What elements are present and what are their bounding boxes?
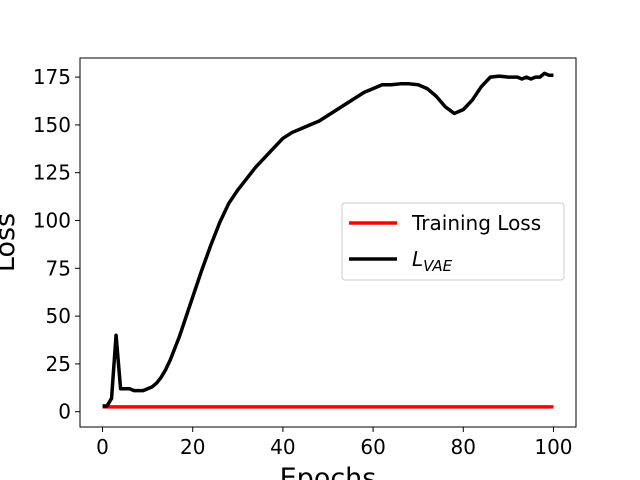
legend-label-main: L (412, 247, 423, 271)
x-tick-label: 0 (96, 435, 109, 459)
y-tick-label: 25 (46, 352, 71, 376)
x-tick-label: 60 (360, 435, 385, 459)
legend-box (341, 202, 565, 281)
y-tick-label: 100 (33, 209, 71, 233)
plot-area-frame (79, 57, 577, 428)
x-tick-label: 20 (180, 435, 205, 459)
legend: Training Loss LVAE (341, 202, 565, 281)
legend-label-0: Training Loss (411, 211, 541, 235)
y-tick-label: 175 (33, 65, 71, 89)
x-tick-label: 40 (270, 435, 295, 459)
plot-lines (102, 71, 554, 409)
y-tick-label: 150 (33, 113, 71, 137)
y-axis-label: Loss (0, 213, 21, 272)
x-tick-label: 100 (534, 435, 572, 459)
y-tick-label: 50 (46, 304, 71, 328)
legend-label-subscript: VAE (423, 257, 453, 275)
y-axis-ticks: 0 25 50 75 100 125 150 175 (33, 65, 80, 424)
legend-label-1: LVAE (412, 247, 453, 275)
x-tick-label: 80 (451, 435, 476, 459)
series-line-1 (102, 71, 554, 408)
x-axis-label: Epochs (280, 463, 377, 480)
y-tick-label: 125 (33, 161, 71, 185)
y-tick-label: 0 (58, 400, 71, 424)
x-axis-ticks: 0 20 40 60 80 100 (96, 427, 573, 459)
y-tick-label: 75 (46, 256, 71, 280)
